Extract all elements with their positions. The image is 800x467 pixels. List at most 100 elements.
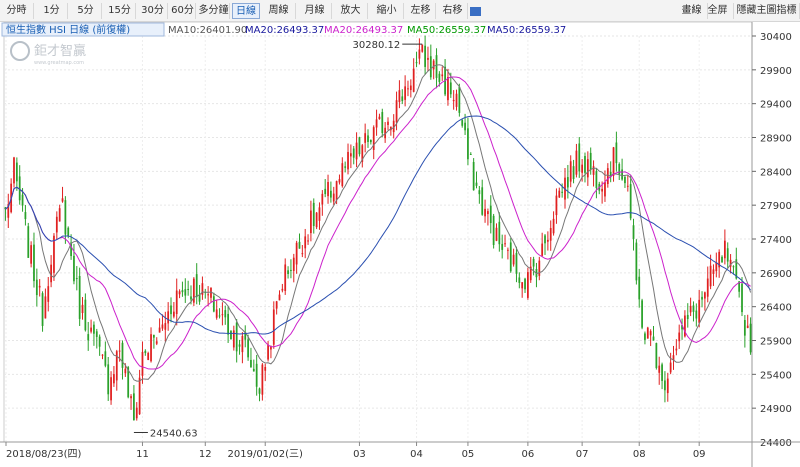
toolbar-button-left-0[interactable]: 分時 — [0, 3, 34, 19]
candle — [192, 277, 195, 307]
candle — [586, 151, 589, 186]
toolbar-button-left-1[interactable]: 1分 — [36, 3, 68, 19]
candle — [184, 278, 187, 303]
y-tick-label: 27900 — [760, 201, 792, 212]
candle — [527, 267, 529, 300]
toolbar-button-left-5[interactable]: 60分 — [170, 3, 196, 19]
candle — [181, 281, 184, 297]
chart-title: 恒生指數 HSI 日線 (前復權) — [6, 23, 130, 36]
candle — [158, 318, 161, 333]
toolbar-button-left-3[interactable]: 15分 — [104, 3, 136, 19]
toolbar-button-left-6[interactable]: 多分鐘 — [198, 3, 230, 19]
candle — [64, 196, 67, 244]
candle — [492, 213, 495, 249]
candle — [298, 233, 301, 249]
collapse-icon[interactable] — [470, 7, 481, 16]
candle — [218, 308, 221, 319]
candle — [369, 139, 372, 145]
candle — [569, 155, 572, 188]
toolbar-button-right-2[interactable]: 隱藏主圖指標 — [734, 3, 800, 19]
toolbar-button-left-2[interactable]: 5分 — [70, 3, 102, 19]
watermark-url: www.greatmap.com — [34, 60, 84, 66]
candle — [741, 277, 743, 317]
candle — [47, 277, 50, 312]
candle — [584, 152, 586, 183]
candle — [147, 351, 150, 361]
candle — [461, 118, 464, 128]
x-tick-label: 11 — [136, 449, 149, 460]
toolbar-button-right-0[interactable]: 畫線 — [676, 3, 708, 19]
candle — [501, 234, 504, 259]
legend-entry: MA20:26493.37 — [324, 25, 403, 36]
x-tick-label: 2018/08/23(四) — [6, 449, 82, 460]
candle — [432, 59, 435, 80]
candle — [666, 372, 669, 402]
candle — [387, 117, 389, 130]
annotations: 30280.12 24540.63 — [133, 40, 423, 439]
candle — [743, 315, 746, 348]
candle — [629, 175, 632, 221]
x-tick-label: 05 — [462, 449, 475, 460]
candle — [324, 179, 327, 198]
ma50-line — [5, 115, 751, 335]
toolbar-button-left-7[interactable]: 日線 — [232, 3, 260, 19]
candle — [678, 324, 681, 349]
candle — [207, 286, 210, 307]
candle — [127, 365, 130, 399]
toolbar-button-left-12[interactable]: 左移 — [406, 3, 436, 19]
chart-toolbar: 分時 1分 5分 15分 30分 60分 多分鐘 日線 周線 月線 放大 縮小 左移 右移 畫線 全屏 隱藏主圖… — [0, 0, 800, 22]
candle — [270, 345, 272, 359]
candle — [78, 267, 81, 327]
candle — [626, 175, 629, 192]
candle — [349, 144, 352, 169]
candle — [330, 181, 332, 203]
toolbar-button-left-9[interactable]: 月線 — [298, 3, 332, 19]
toolbar-button-left-8[interactable]: 周線 — [262, 3, 296, 19]
candle — [695, 303, 698, 327]
toolbar-button-left-11[interactable]: 縮小 — [370, 3, 404, 19]
y-tick-label: 28400 — [760, 167, 792, 178]
candle — [101, 354, 104, 360]
candle — [364, 123, 367, 153]
candle — [35, 268, 38, 307]
moving-average-lines — [5, 64, 752, 382]
legend-entry: MA20:26493.37 — [245, 25, 324, 36]
toolbar-button-right-1[interactable]: 全屏 — [702, 3, 734, 19]
y-tick-label: 30400 — [760, 32, 792, 43]
candle — [381, 108, 384, 138]
candle — [618, 162, 621, 181]
candle — [478, 186, 481, 204]
candle — [401, 89, 404, 105]
candle — [704, 291, 706, 311]
candle — [135, 402, 138, 421]
candle — [284, 258, 287, 295]
candle — [261, 363, 264, 401]
candle — [250, 347, 252, 368]
candle — [681, 318, 683, 340]
candle — [344, 161, 347, 173]
candle — [444, 59, 446, 97]
candle — [638, 269, 641, 308]
candle — [307, 234, 309, 245]
toolbar-button-left-10[interactable]: 放大 — [334, 3, 368, 19]
candle — [592, 160, 595, 187]
candle — [655, 342, 658, 370]
candle — [281, 283, 284, 293]
candle — [90, 319, 92, 334]
toolbar-button-left-4[interactable]: 30分 — [138, 3, 168, 19]
x-tick-label: 2019/01/02(三) — [228, 449, 304, 460]
candle — [509, 237, 512, 273]
candle — [361, 143, 364, 168]
candle — [13, 156, 15, 188]
candle — [33, 232, 35, 288]
candle — [378, 113, 381, 120]
candle — [50, 255, 52, 288]
candle — [24, 205, 27, 226]
candle — [312, 198, 315, 234]
candle — [310, 200, 312, 242]
candle — [635, 239, 638, 285]
toolbar-button-left-13[interactable]: 右移 — [438, 3, 468, 19]
candle — [352, 145, 355, 165]
candle — [327, 174, 329, 204]
candle — [612, 146, 615, 182]
